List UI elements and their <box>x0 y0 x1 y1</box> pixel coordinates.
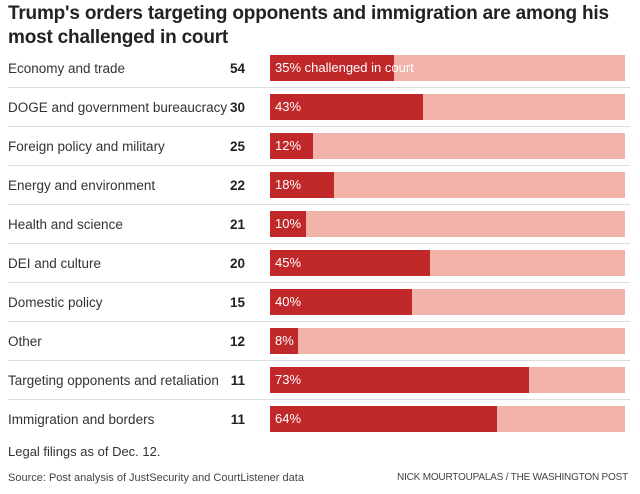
chart-row: Other 12 8% <box>0 322 630 361</box>
bar-value-label: 40% <box>275 294 302 309</box>
chart-credit: NICK MOURTOUPALAS / THE WASHINGTON POST <box>397 472 628 483</box>
bar-challenged <box>270 406 498 432</box>
category-label: Domestic policy <box>8 295 103 310</box>
bar-track: 45% <box>270 250 625 276</box>
bar-challenged <box>270 328 299 354</box>
order-count: 20 <box>229 256 245 271</box>
order-count: 15 <box>229 295 245 310</box>
bar-value-label: 8% <box>275 333 294 348</box>
category-label: DOGE and government bureaucracy <box>8 100 228 115</box>
bar-track: 35% challenged in court <box>270 55 625 81</box>
bar-challenged <box>270 250 430 276</box>
bar-track: 43% <box>270 94 625 120</box>
bar-track: 64% <box>270 406 625 432</box>
order-count: 21 <box>229 217 245 232</box>
order-count: 12 <box>229 334 245 349</box>
bar-value-label: 73% <box>275 372 302 387</box>
bar-challenged <box>270 211 306 237</box>
bar-challenged <box>270 289 412 315</box>
row-divider <box>8 360 630 361</box>
bar-value-label: 12% <box>275 138 302 153</box>
row-divider <box>8 204 630 205</box>
order-count: 25 <box>229 139 245 154</box>
bar-challenged <box>270 94 423 120</box>
row-divider <box>8 321 630 322</box>
chart-row: Health and science 21 10% <box>0 205 630 244</box>
category-label: Immigration and borders <box>8 412 155 427</box>
category-label: Other <box>8 334 42 349</box>
chart-row: Foreign policy and military 25 12% <box>0 127 630 166</box>
bar-challenged <box>270 133 313 159</box>
row-divider <box>8 87 630 88</box>
row-divider <box>8 399 630 400</box>
category-label: Energy and environment <box>8 178 156 193</box>
row-divider <box>8 282 630 283</box>
bar-track: 10% <box>270 211 625 237</box>
order-count: 54 <box>229 61 245 76</box>
chart-row: DEI and culture 20 45% <box>0 244 630 283</box>
category-label: Economy and trade <box>8 61 126 76</box>
chart-row: Targeting opponents and retaliation 11 73% <box>0 361 630 400</box>
chart-row: Domestic policy 15 40% <box>0 283 630 322</box>
chart-source: Source: Post analysis of JustSecurity an… <box>8 472 304 484</box>
chart-note: Legal filings as of Dec. 12. <box>8 444 161 459</box>
chart-row: Economy and trade 54 35% challenged in cou… <box>0 49 630 88</box>
bar-value-label: 10% <box>275 216 302 231</box>
bar-challenged <box>270 55 395 81</box>
bar-value-label: 43% <box>275 99 302 114</box>
category-label: Targeting opponents and retaliation <box>8 373 219 388</box>
bar-track: 73% <box>270 367 625 393</box>
bar-challenged <box>270 367 530 393</box>
order-count: 22 <box>229 178 245 193</box>
bar-value-label: 45% <box>275 255 302 270</box>
category-label: Health and science <box>8 217 123 232</box>
bar-value-label: 64% <box>275 411 302 426</box>
chart-row: Energy and environment 22 18% <box>0 166 630 205</box>
bar-challenged <box>270 172 334 198</box>
order-count: 11 <box>230 373 245 388</box>
bar-track: 8% <box>270 328 625 354</box>
order-count: 30 <box>229 100 245 115</box>
row-divider <box>8 126 630 127</box>
bar-track: 12% <box>270 133 625 159</box>
chart-row: DOGE and government bureaucracy 30 43% <box>0 88 630 127</box>
category-label: DEI and culture <box>8 256 102 271</box>
chart-row: Immigration and borders 11 64% <box>0 400 630 439</box>
bar-value-label: 18% <box>275 177 302 192</box>
bar-track: 40% <box>270 289 625 315</box>
bar-value-label: 35% challenged in court <box>275 60 414 75</box>
bar-track: 18% <box>270 172 625 198</box>
chart-title: Trump's orders targeting opponents and i… <box>8 3 609 48</box>
category-label: Foreign policy and military <box>8 139 165 154</box>
row-divider <box>8 165 630 166</box>
order-count: 11 <box>230 412 245 427</box>
row-divider <box>8 243 630 244</box>
